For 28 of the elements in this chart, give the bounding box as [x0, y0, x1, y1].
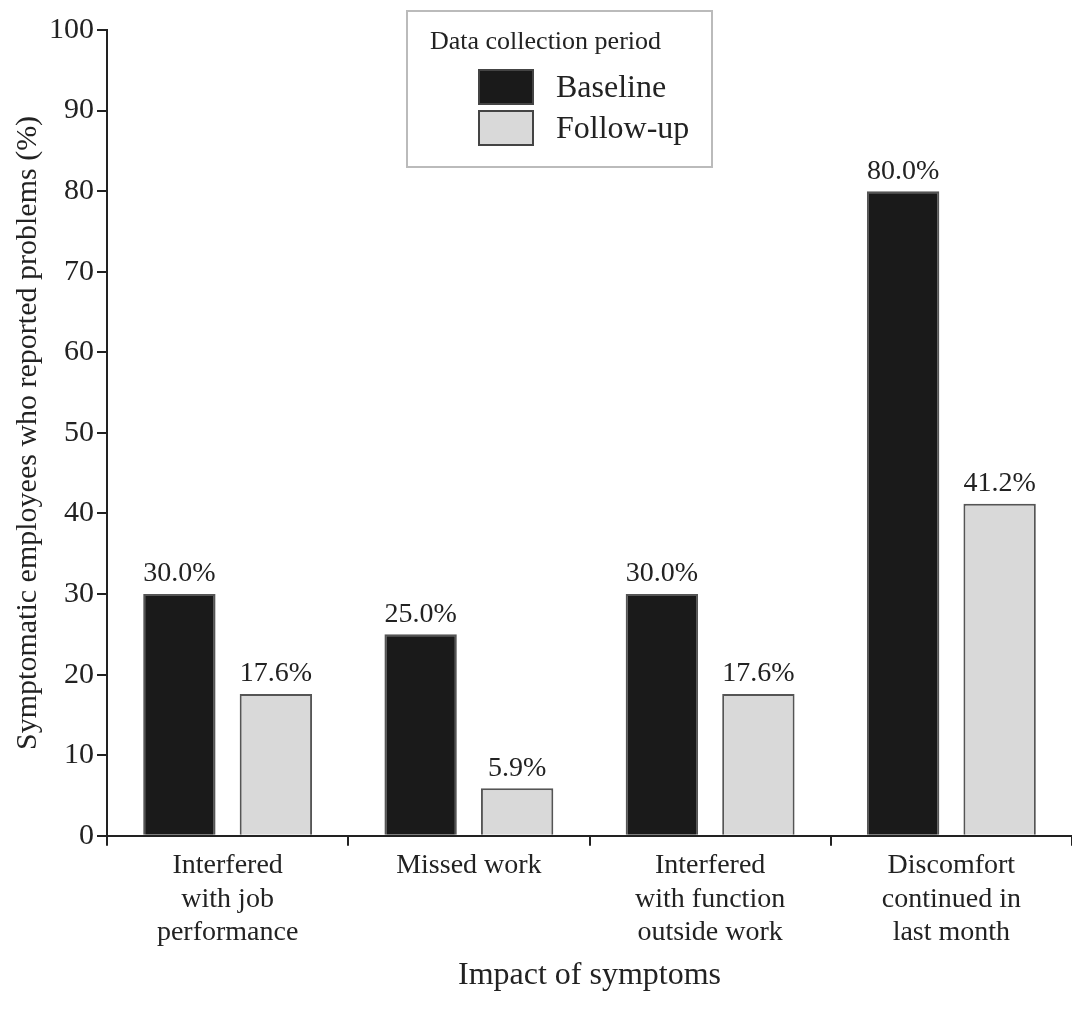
- y-tick-label: 0: [79, 816, 94, 850]
- y-tick-label: 70: [64, 252, 94, 286]
- legend-label: Baseline: [556, 68, 667, 105]
- y-tick-label: 90: [64, 91, 94, 125]
- data-label: 41.2%: [963, 466, 1036, 498]
- data-label: 17.6%: [722, 656, 795, 688]
- x-tick-label: Interfered with job performance: [156, 847, 299, 947]
- y-tick-label: 100: [49, 10, 94, 44]
- data-label: 30.0%: [143, 556, 216, 588]
- data-label: 25.0%: [384, 596, 457, 628]
- y-tick-label: 40: [64, 494, 94, 528]
- legend-title: Data collection period: [430, 26, 663, 56]
- y-tick-label: 30: [64, 574, 94, 608]
- y-tick-label: 60: [64, 333, 94, 367]
- y-tick-label: 10: [64, 736, 94, 770]
- data-label: 80.0%: [866, 153, 940, 185]
- data-label: 5.9%: [487, 750, 547, 782]
- x-tick-label: Discomfort continued in last month: [881, 847, 1021, 947]
- y-tick-label: 20: [64, 655, 94, 689]
- y-tick-label: 50: [64, 413, 94, 447]
- x-axis-title: Impact of symptoms: [457, 955, 722, 992]
- x-tick-label: Missed work: [396, 847, 542, 879]
- y-tick-label: 80: [64, 172, 94, 206]
- data-label: 17.6%: [239, 656, 313, 688]
- legend-label: Follow-up: [556, 109, 690, 146]
- x-tick-label: Interfered with function outside work: [635, 847, 786, 947]
- data-label: 30.0%: [625, 556, 699, 588]
- y-axis-title: Symptomatic employees who reported problems (%): [8, 115, 43, 750]
